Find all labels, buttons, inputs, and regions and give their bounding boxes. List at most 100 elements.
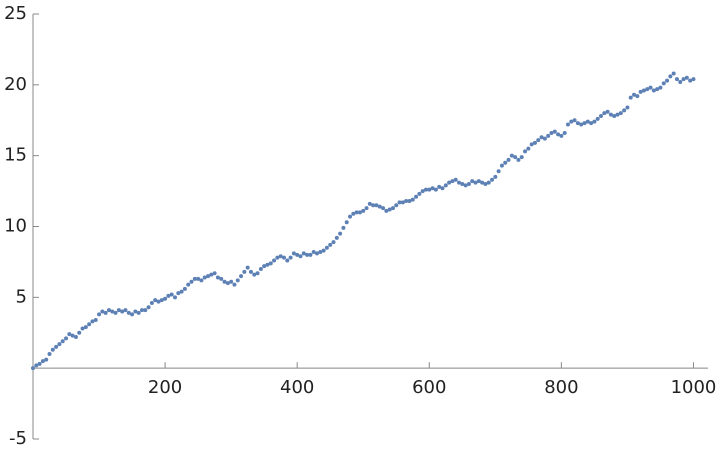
point	[404, 199, 409, 203]
point	[661, 81, 666, 86]
point	[483, 182, 488, 186]
point	[67, 332, 72, 337]
point	[248, 269, 253, 274]
point	[133, 309, 138, 314]
point	[579, 122, 584, 127]
point	[658, 85, 663, 90]
point	[87, 322, 92, 327]
point	[628, 95, 633, 100]
point	[351, 211, 356, 216]
point	[139, 308, 144, 313]
point	[202, 275, 207, 280]
point	[582, 121, 587, 126]
point	[632, 92, 637, 97]
point	[622, 108, 627, 113]
point	[272, 258, 277, 263]
point	[476, 179, 481, 184]
point	[331, 240, 336, 245]
point	[595, 116, 600, 121]
point	[493, 174, 498, 179]
point	[285, 258, 290, 263]
point	[546, 133, 551, 138]
point	[466, 182, 471, 186]
point	[364, 206, 369, 211]
point	[387, 207, 392, 212]
point	[556, 132, 561, 137]
point	[103, 310, 108, 315]
point	[463, 183, 468, 188]
point	[173, 295, 178, 300]
point	[645, 87, 650, 92]
x-tick-label: 800	[544, 377, 578, 398]
point	[196, 276, 201, 281]
point	[186, 282, 191, 287]
point	[338, 231, 343, 236]
point	[50, 347, 55, 352]
point	[34, 363, 39, 368]
point	[189, 279, 194, 284]
point	[44, 357, 49, 362]
point	[384, 208, 389, 213]
point	[268, 261, 273, 266]
point	[688, 78, 693, 83]
point	[572, 118, 577, 123]
point	[440, 186, 445, 191]
point	[433, 187, 438, 192]
point	[526, 146, 531, 151]
point	[460, 182, 465, 186]
point	[638, 89, 643, 94]
point	[126, 310, 131, 315]
point	[430, 186, 435, 191]
point	[209, 272, 214, 277]
point	[562, 131, 567, 135]
point	[605, 109, 610, 114]
point	[542, 136, 547, 141]
point	[390, 206, 395, 211]
y-tick-label: 15	[4, 145, 27, 166]
x-tick-label: 400	[280, 377, 314, 398]
point	[397, 200, 402, 205]
point	[215, 275, 220, 280]
point	[437, 184, 442, 189]
point	[100, 309, 105, 314]
point	[40, 359, 45, 364]
point	[159, 298, 164, 303]
point	[532, 140, 537, 145]
point	[490, 177, 495, 182]
point	[575, 121, 580, 126]
x-tick-label: 1000	[671, 377, 717, 398]
point	[281, 255, 286, 260]
point	[354, 210, 359, 215]
point	[523, 149, 528, 154]
point	[480, 180, 485, 185]
point	[321, 248, 326, 253]
point	[252, 272, 257, 277]
point	[549, 131, 554, 135]
point	[163, 296, 168, 301]
point	[509, 153, 514, 158]
point	[212, 271, 217, 276]
point	[371, 203, 376, 208]
point	[559, 133, 564, 138]
point	[31, 366, 35, 371]
point	[513, 155, 518, 160]
point	[394, 203, 399, 208]
point	[674, 77, 679, 82]
point	[255, 271, 260, 276]
point	[166, 293, 171, 298]
point	[225, 281, 230, 286]
point	[47, 352, 52, 356]
point	[298, 254, 303, 259]
point	[585, 119, 590, 124]
point	[668, 74, 673, 79]
y-tick-label: 20	[4, 74, 27, 95]
point	[206, 274, 211, 279]
point	[599, 114, 604, 118]
point	[232, 282, 237, 287]
point	[678, 80, 683, 84]
point	[295, 252, 300, 257]
point	[275, 255, 280, 260]
point	[648, 85, 653, 90]
point	[420, 189, 425, 194]
point	[519, 155, 524, 160]
